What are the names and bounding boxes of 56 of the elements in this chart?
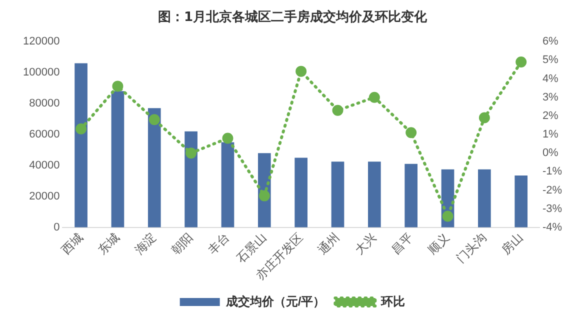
x-tick-label: 西城 bbox=[58, 230, 86, 257]
point bbox=[406, 127, 417, 138]
x-tick-label: 顺义 bbox=[425, 230, 452, 257]
x-tick-label: 门头沟 bbox=[454, 230, 489, 266]
x-tick-label: 房山 bbox=[498, 230, 526, 257]
y2-tick-label: 3% bbox=[542, 91, 559, 104]
point bbox=[148, 114, 160, 126]
bar bbox=[331, 162, 344, 228]
x-tick-label: 朝阳 bbox=[168, 230, 196, 257]
point bbox=[296, 66, 307, 77]
y-tick-label: 20000 bbox=[29, 190, 60, 202]
bar bbox=[184, 131, 198, 228]
chart-title: 图：1月北京各城区二手房成交均价及环比变化 bbox=[156, 8, 428, 26]
y2-tick-label: -3% bbox=[542, 202, 562, 215]
y-tick-label: 0 bbox=[54, 221, 60, 234]
y2-tick-label: 2% bbox=[542, 110, 559, 122]
point bbox=[478, 112, 490, 124]
y2-tick-label: 6% bbox=[542, 36, 559, 48]
bar bbox=[404, 164, 418, 228]
bar bbox=[111, 91, 124, 228]
x-tick-label: 昌平 bbox=[388, 230, 416, 257]
bar bbox=[478, 169, 491, 228]
bar bbox=[74, 63, 88, 228]
y-tick-label: 100000 bbox=[22, 66, 60, 79]
y2-tick-label: 4% bbox=[542, 72, 559, 85]
bar bbox=[294, 158, 308, 228]
x-tick-label: 东城 bbox=[95, 230, 122, 257]
y2-tick-label: 5% bbox=[542, 54, 559, 66]
y2-tick-label: -4% bbox=[542, 221, 562, 234]
bar bbox=[148, 108, 161, 228]
point bbox=[112, 80, 124, 92]
point bbox=[516, 56, 527, 68]
x-tick-label: 大兴 bbox=[352, 230, 379, 257]
legend-label: 环比 bbox=[380, 294, 406, 308]
y2-tick-label: -2% bbox=[542, 184, 562, 196]
point bbox=[442, 210, 454, 222]
y2-tick-label: 0% bbox=[542, 147, 559, 160]
y2-tick-label: -1% bbox=[542, 166, 562, 178]
y-tick-label: 120000 bbox=[22, 36, 60, 48]
x-tick-label: 丰台 bbox=[205, 230, 232, 257]
point bbox=[368, 92, 380, 103]
y-tick-label: 40000 bbox=[29, 159, 60, 172]
bar bbox=[514, 176, 528, 228]
point bbox=[222, 132, 234, 144]
point bbox=[258, 190, 270, 202]
x-tick-label: 海淀 bbox=[132, 230, 159, 257]
point bbox=[332, 104, 344, 116]
y2-tick-label: 1% bbox=[542, 128, 559, 141]
y-tick-label: 80000 bbox=[29, 98, 60, 110]
bar bbox=[368, 162, 381, 228]
x-tick-label: 通州 bbox=[315, 230, 342, 257]
bar bbox=[221, 142, 234, 228]
y-tick-label: 60000 bbox=[29, 128, 60, 141]
point bbox=[76, 123, 87, 134]
point bbox=[186, 148, 197, 159]
legend-label: 成交均价（元/平） bbox=[224, 294, 326, 308]
